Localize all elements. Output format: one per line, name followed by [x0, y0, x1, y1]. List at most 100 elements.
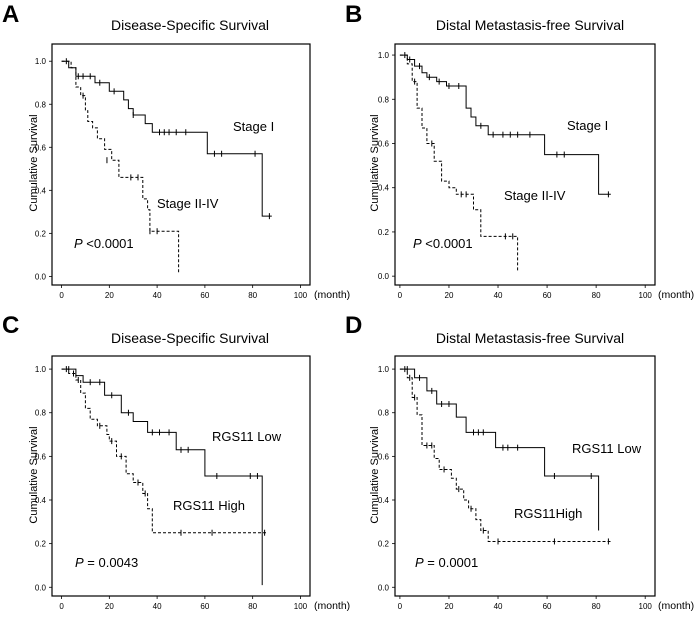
panel-b-xtick: 20 [445, 291, 454, 300]
panel-c-p-symbol: P [75, 555, 84, 570]
panel-c-ytick: 0.4 [35, 496, 47, 505]
panel-d-xtick: 0 [398, 602, 403, 611]
panel-b-plot-frame [394, 43, 656, 286]
panel-letter-b: B [345, 1, 362, 28]
panel-b-xtick: 80 [592, 291, 601, 300]
panel-c-x-unit: (month) [314, 600, 350, 612]
panel-b-xtick: 0 [398, 291, 403, 300]
panel-a-x-unit: (month) [314, 289, 350, 301]
panel-c-xtick: 40 [153, 602, 162, 611]
panel-c-plot-frame [51, 355, 311, 597]
panel-a-xtick: 80 [248, 291, 257, 300]
panel-d-ytick: 0.0 [378, 583, 390, 592]
panel-a-xtick: 0 [59, 291, 64, 300]
panel-a-ytick: 0.4 [35, 186, 47, 195]
panel-c-ytick: 0.0 [35, 583, 47, 592]
panel-b-ytick: 0.8 [378, 95, 390, 104]
panel-b-p-text: <0.0001 [422, 236, 473, 251]
panel-b-y-ticks: 0.0 0.2 0.4 0.6 0.8 1.0 [378, 51, 390, 281]
panel-c-label-rgs11-high: RGS11 High [173, 498, 245, 513]
panel-d-curve-solid [399, 368, 600, 531]
panel-d-xtick: 20 [445, 602, 454, 611]
panel-a-y-ticks: 0.0 0.2 0.4 0.6 0.8 1.0 [35, 57, 47, 281]
panel-a-p-symbol: P [74, 236, 83, 251]
panel-a-ytick: 0.8 [35, 100, 47, 109]
panel-d-ytick: 1.0 [378, 365, 390, 374]
panel-c-xtick: 100 [294, 602, 308, 611]
panel-c-curve-solid [61, 368, 263, 586]
panel-b-xtick: 60 [543, 291, 552, 300]
panel-b-x-ticks: 0 20 40 60 80 100 [398, 291, 653, 300]
panel-a-ytick: 0.0 [35, 272, 47, 281]
panel-d-label-rgs11-low: RGS11 Low [572, 441, 642, 456]
panel-b-curve-dashed [399, 54, 519, 272]
panel-c-ytick: 0.8 [35, 409, 47, 418]
panel-b-label-stage-i: Stage I [567, 118, 608, 133]
panel-d-xtick: 100 [639, 602, 653, 611]
panel-a: A Disease-Specific Survival Cumulative S… [2, 1, 350, 301]
panel-c: C Disease-Specific Survival Cumulative S… [2, 312, 350, 612]
panel-a-p-text: <0.0001 [83, 236, 134, 251]
panel-a-xtick: 60 [200, 291, 209, 300]
panel-d-x-ticks: 0 20 40 60 80 100 [398, 602, 653, 611]
panel-a-xtick: 20 [105, 291, 114, 300]
panel-c-y-axis-label: Cumulative Survival [28, 426, 40, 523]
panel-letter-d: D [345, 312, 362, 339]
panel-d-y-ticks: 0.0 0.2 0.4 0.6 0.8 1.0 [378, 365, 390, 592]
panel-b-ytick: 0.6 [378, 139, 390, 148]
panel-b-y-axis-label: Cumulative Survival [369, 114, 381, 211]
panel-d-p-text: = 0.0001 [424, 555, 479, 570]
panel-c-ytick: 0.6 [35, 452, 47, 461]
panel-b-xtick: 100 [639, 291, 653, 300]
panel-letter-a: A [2, 1, 19, 28]
panel-c-curve-dashed [61, 368, 267, 534]
panel-d-ytick: 0.2 [378, 540, 390, 549]
panel-a-ytick: 1.0 [35, 57, 47, 66]
panel-b-curve-solid [399, 54, 611, 195]
panel-d-ytick: 0.6 [378, 452, 390, 461]
panel-d-plot-frame [394, 355, 656, 597]
panel-c-label-rgs11-low: RGS11 Low [212, 429, 282, 444]
panel-a-x-ticks: 0 20 40 60 80 100 [59, 291, 307, 300]
panel-a-p-value: P <0.0001 [74, 236, 134, 251]
panel-b-title: Distal Metastasis-free Survival [436, 17, 624, 33]
panel-b: B Distal Metastasis-free Survival Cumula… [345, 1, 694, 301]
panel-d-xtick: 80 [592, 602, 601, 611]
panel-d-xtick: 60 [543, 602, 552, 611]
panel-a-plot-frame [51, 43, 311, 286]
panel-a-curve-dashed [61, 60, 180, 275]
panel-a-y-axis-label: Cumulative Survival [28, 114, 40, 211]
panel-a-ytick: 0.2 [35, 229, 47, 238]
panel-d-p-symbol: P [415, 555, 424, 570]
panel-b-xtick: 40 [494, 291, 503, 300]
panel-c-curves [61, 366, 267, 586]
panel-c-ytick: 1.0 [35, 365, 47, 374]
panel-a-title: Disease-Specific Survival [111, 17, 269, 33]
panel-c-xtick: 0 [59, 602, 64, 611]
panel-c-p-value: P = 0.0043 [75, 555, 138, 570]
panel-b-ytick: 0.4 [378, 184, 390, 193]
panel-b-ytick: 0.0 [378, 272, 390, 281]
panel-c-y-ticks: 0.0 0.2 0.4 0.6 0.8 1.0 [35, 365, 47, 592]
panel-letter-c: C [2, 312, 19, 339]
panel-d-label-rgs11-high: RGS11High [514, 506, 582, 521]
panel-c-title: Disease-Specific Survival [111, 330, 269, 346]
panel-c-xtick: 80 [248, 602, 257, 611]
panel-a-curves [61, 58, 272, 275]
panel-c-x-ticks: 0 20 40 60 80 100 [59, 602, 307, 611]
panel-a-ytick: 0.6 [35, 143, 47, 152]
panel-b-p-symbol: P [413, 236, 422, 251]
panel-b-curves [399, 52, 611, 272]
panel-d-xtick: 40 [494, 602, 503, 611]
panel-b-label-stage-ii-iv: Stage II-IV [504, 188, 566, 203]
panel-d-y-axis-label: Cumulative Survival [369, 426, 381, 523]
panel-a-label-stage-ii-iv: Stage II-IV [157, 196, 219, 211]
panel-c-xtick: 20 [105, 602, 114, 611]
panel-d-ytick: 0.4 [378, 496, 390, 505]
panel-a-curve-solid [61, 60, 272, 217]
panel-d-curves [399, 366, 611, 545]
panel-d: D Distal Metastasis-free Survival Cumula… [345, 312, 694, 612]
panel-a-xtick: 100 [294, 291, 308, 300]
panel-c-ytick: 0.2 [35, 540, 47, 549]
